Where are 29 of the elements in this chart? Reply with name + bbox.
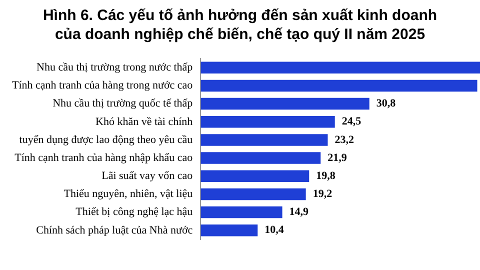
bar (200, 116, 335, 128)
y-tick-label: Tính cạnh tranh của hàng trong nước cao (12, 80, 194, 92)
data-label: 24,5 (342, 116, 362, 128)
chart-title: Hình 6. Các yếu tố ảnh hưởng đến sản xuất kinh doanh của doanh nghiệp chế biến, chế tạo quý II năm 2025 (42, 6, 438, 44)
y-tick-label: Lãi suất vay vốn cao (102, 170, 194, 182)
bar (200, 206, 282, 218)
y-tick-label: Khó khăn về tài chính (96, 116, 194, 128)
data-label: 30,8 (376, 98, 396, 110)
bar (200, 98, 370, 110)
data-label: 10,4 (264, 224, 284, 236)
data-label: 23,2 (334, 134, 354, 146)
data-label: 21,9 (328, 152, 348, 164)
y-tick-label: Thiết bị công nghệ lạc hậu (76, 206, 194, 218)
data-label: 14,9 (289, 206, 310, 218)
bar (200, 134, 328, 146)
bar (200, 224, 258, 236)
bar (200, 170, 310, 182)
y-tick-label: Nhu cầu thị trường trong nước thấp (36, 62, 194, 74)
bar (200, 152, 321, 164)
data-label: 19,2 (312, 188, 333, 200)
y-tick-label: Chính sách pháp luật của Nhà nước (36, 224, 193, 236)
data-label: 19,8 (316, 170, 336, 182)
bar (200, 62, 480, 74)
bar (200, 188, 306, 200)
y-tick-label: Thiếu nguyên, nhiên, vật liệu (64, 188, 194, 200)
bar (200, 80, 478, 92)
y-tick-label: tuyển dụng được lao động theo yêu cầu (19, 134, 194, 146)
y-tick-label: Tính cạnh tranh của hàng nhập khẩu cao (14, 152, 194, 164)
y-tick-label: Nhu cầu thị trường quốc tế thấp (52, 98, 194, 110)
